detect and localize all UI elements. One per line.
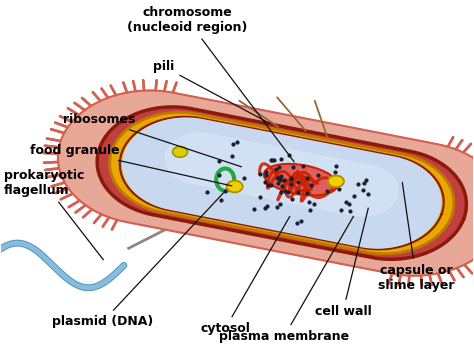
Polygon shape <box>97 107 466 259</box>
Text: chromosome
(nucleoid region): chromosome (nucleoid region) <box>128 6 294 162</box>
Circle shape <box>328 176 344 187</box>
Polygon shape <box>109 112 454 254</box>
Circle shape <box>227 181 243 192</box>
Text: capsule or
slime layer: capsule or slime layer <box>378 182 454 292</box>
Text: cytosol: cytosol <box>201 216 290 335</box>
Text: food granule: food granule <box>30 144 232 186</box>
Text: plasmid (DNA): plasmid (DNA) <box>52 193 223 328</box>
Polygon shape <box>165 133 398 216</box>
Ellipse shape <box>264 164 337 195</box>
Text: ribosomes: ribosomes <box>63 113 241 167</box>
Text: prokaryotic
flagellum: prokaryotic flagellum <box>4 169 103 260</box>
Polygon shape <box>58 90 474 276</box>
Text: cell wall: cell wall <box>315 208 372 318</box>
Polygon shape <box>123 118 441 248</box>
Text: pili: pili <box>153 60 270 124</box>
Text: plasma membrane: plasma membrane <box>219 216 354 343</box>
Circle shape <box>173 146 188 157</box>
